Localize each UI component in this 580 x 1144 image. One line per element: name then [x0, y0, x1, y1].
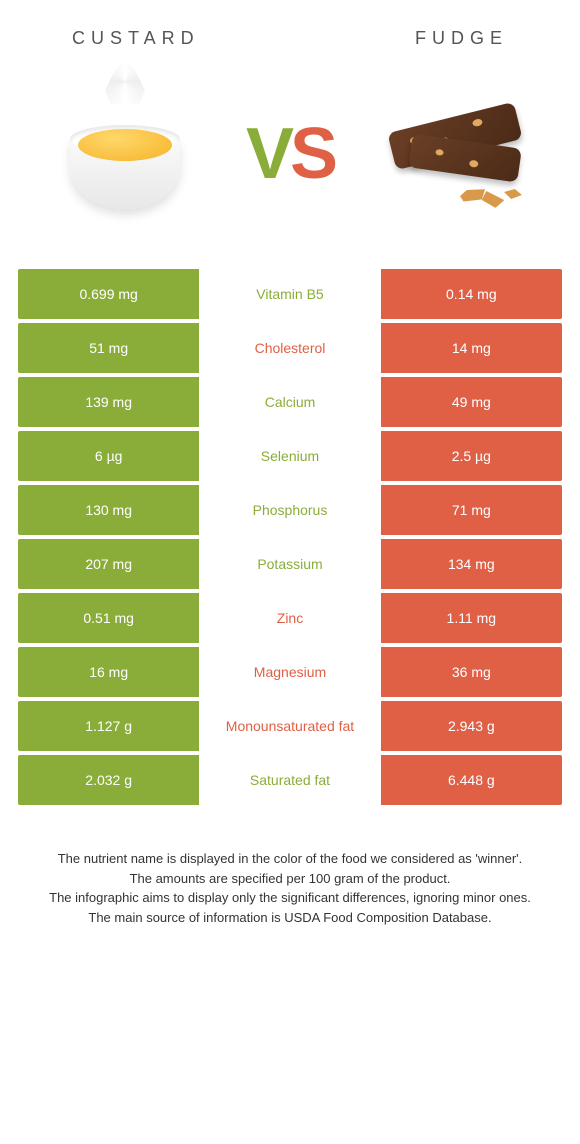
title-left: Custard: [72, 28, 200, 49]
cell-right: 49 mg: [381, 377, 562, 427]
cell-nutrient: Calcium: [199, 377, 380, 427]
cell-left: 0.699 mg: [18, 269, 199, 319]
cell-right: 1.11 mg: [381, 593, 562, 643]
cell-nutrient: Selenium: [199, 431, 380, 481]
title-right: Fudge: [415, 28, 508, 49]
cell-right: 6.448 g: [381, 755, 562, 805]
table-row: 51 mgCholesterol14 mg: [18, 323, 562, 373]
table-row: 0.51 mgZinc1.11 mg: [18, 593, 562, 643]
vs-v: V: [246, 114, 290, 194]
cell-left: 207 mg: [18, 539, 199, 589]
cell-left: 16 mg: [18, 647, 199, 697]
nutrient-table: 0.699 mgVitamin B50.14 mg51 mgCholestero…: [0, 269, 580, 805]
footer-line: The amounts are specified per 100 gram o…: [30, 869, 550, 889]
cell-right: 2.943 g: [381, 701, 562, 751]
table-row: 16 mgMagnesium36 mg: [18, 647, 562, 697]
cell-nutrient: Cholesterol: [199, 323, 380, 373]
table-row: 207 mgPotassium134 mg: [18, 539, 562, 589]
custard-image: [50, 79, 200, 229]
table-row: 1.127 gMonounsaturated fat2.943 g: [18, 701, 562, 751]
cell-right: 71 mg: [381, 485, 562, 535]
cell-left: 139 mg: [18, 377, 199, 427]
table-row: 130 mgPhosphorus71 mg: [18, 485, 562, 535]
cell-nutrient: Magnesium: [199, 647, 380, 697]
footer: The nutrient name is displayed in the co…: [0, 809, 580, 927]
cell-right: 36 mg: [381, 647, 562, 697]
cell-left: 130 mg: [18, 485, 199, 535]
cell-nutrient: Zinc: [199, 593, 380, 643]
cell-right: 0.14 mg: [381, 269, 562, 319]
cell-left: 51 mg: [18, 323, 199, 373]
vs-s: S: [290, 114, 334, 194]
cell-left: 1.127 g: [18, 701, 199, 751]
footer-line: The infographic aims to display only the…: [30, 888, 550, 908]
cell-left: 0.51 mg: [18, 593, 199, 643]
cell-nutrient: Phosphorus: [199, 485, 380, 535]
footer-line: The nutrient name is displayed in the co…: [30, 849, 550, 869]
cell-right: 2.5 µg: [381, 431, 562, 481]
cell-right: 134 mg: [381, 539, 562, 589]
cell-left: 6 µg: [18, 431, 199, 481]
table-row: 6 µgSelenium2.5 µg: [18, 431, 562, 481]
cell-nutrient: Saturated fat: [199, 755, 380, 805]
cell-nutrient: Monounsaturated fat: [199, 701, 380, 751]
table-row: 0.699 mgVitamin B50.14 mg: [18, 269, 562, 319]
cell-right: 14 mg: [381, 323, 562, 373]
fudge-image: [380, 79, 530, 229]
cell-nutrient: Vitamin B5: [199, 269, 380, 319]
cell-nutrient: Potassium: [199, 539, 380, 589]
table-row: 139 mgCalcium49 mg: [18, 377, 562, 427]
header: Custard Fudge: [0, 0, 580, 49]
hero: VS: [0, 49, 580, 269]
footer-line: The main source of information is USDA F…: [30, 908, 550, 928]
cell-left: 2.032 g: [18, 755, 199, 805]
vs-label: VS: [246, 113, 334, 195]
table-row: 2.032 gSaturated fat6.448 g: [18, 755, 562, 805]
